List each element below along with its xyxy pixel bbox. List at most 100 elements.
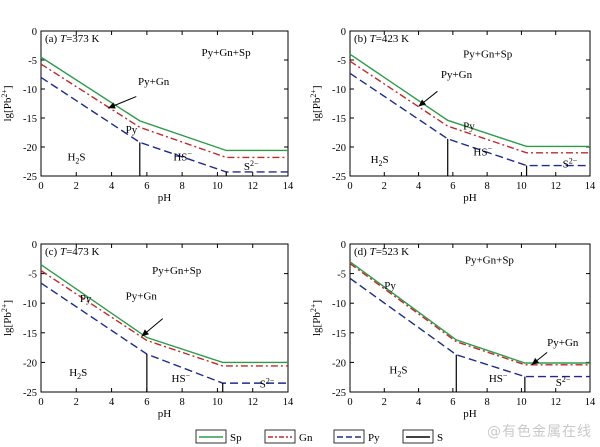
region-label-py: Py bbox=[384, 280, 396, 292]
watermark-text: @有色金属在线 bbox=[487, 424, 592, 440]
series-line-py bbox=[40, 282, 288, 384]
y-tick-label: -25 bbox=[23, 388, 37, 399]
y-tick-label: -25 bbox=[23, 172, 37, 183]
x-tick-label: 10 bbox=[212, 397, 223, 408]
x-tick-label: 6 bbox=[144, 397, 149, 408]
y-tick-label: -25 bbox=[332, 388, 346, 399]
x-tick-label: 8 bbox=[485, 181, 490, 192]
x-tick-label: 10 bbox=[212, 181, 223, 192]
legend-label: Py bbox=[368, 432, 380, 444]
plot-frame bbox=[40, 30, 289, 177]
series-line-gn bbox=[349, 262, 590, 366]
region-label-hs: HS− bbox=[473, 145, 492, 159]
series-line-py bbox=[349, 72, 590, 167]
y-tick-label: 0 bbox=[341, 240, 346, 251]
region-label-s2: S2− bbox=[563, 156, 578, 170]
annotation-arrowhead bbox=[141, 329, 149, 337]
x-tick-label: 8 bbox=[180, 397, 185, 408]
region-label-h2s: H2S bbox=[389, 365, 407, 379]
x-tick-label: 6 bbox=[144, 181, 149, 192]
legend-swatch-box bbox=[402, 429, 434, 444]
legend-item-py: Py bbox=[333, 429, 380, 444]
region-label-py: Py bbox=[126, 124, 138, 136]
y-tick-label: -15 bbox=[332, 329, 346, 340]
x-axis-label: pH bbox=[463, 408, 477, 420]
series-line-py bbox=[40, 76, 288, 173]
region-label-py-gn-sp: Py+Gn+Sp bbox=[202, 47, 252, 59]
y-tick-label: -20 bbox=[332, 358, 346, 369]
x-tick-label: 2 bbox=[382, 397, 387, 408]
x-tick-label: 8 bbox=[180, 181, 185, 192]
region-label-py-gn-sp: Py+Gn+Sp bbox=[465, 255, 515, 267]
region-label-py-gn-sp: Py+Gn+Sp bbox=[152, 265, 202, 277]
y-tick-label: -15 bbox=[23, 329, 37, 340]
y-axis-label: lg[Pb2+] bbox=[309, 85, 323, 121]
x-tick-label: 12 bbox=[247, 397, 258, 408]
panel-title: (a) T=373 K bbox=[45, 33, 100, 45]
region-label-py: Py bbox=[80, 293, 92, 305]
chart-panel-b: 0 2 4 6 8 10 12 14 0 -5 -10 -15 -20 -25 pH lg[Pb2+] (b) … bbox=[309, 27, 596, 204]
region-label-py-gn: Py+Gn bbox=[138, 76, 170, 88]
region-label-hs: HS− bbox=[489, 371, 508, 385]
region-label-s2: S2− bbox=[556, 375, 571, 389]
panel-title: (b) T=423 K bbox=[354, 33, 409, 45]
region-label-h2s: H2S bbox=[67, 151, 85, 165]
y-tick-label: -5 bbox=[337, 56, 346, 67]
chart-panel-a: 0 2 4 6 8 10 12 14 0 -5 -10 -15 -20 -25 pH lg[Pb2+] (a) … bbox=[0, 27, 294, 204]
annotation-arrowhead bbox=[531, 357, 540, 365]
x-tick-label: 2 bbox=[74, 397, 79, 408]
plot-frame bbox=[349, 243, 591, 393]
y-tick-label: 0 bbox=[32, 240, 37, 251]
x-tick-label: 4 bbox=[109, 397, 115, 408]
x-tick-label: 2 bbox=[382, 181, 387, 192]
x-tick-label: 6 bbox=[450, 181, 455, 192]
plot-frame bbox=[349, 30, 591, 177]
x-tick-label: 0 bbox=[347, 181, 352, 192]
x-tick-label: 10 bbox=[516, 397, 527, 408]
series-line-sp bbox=[349, 261, 590, 364]
region-label-py-gn: Py+Gn bbox=[547, 337, 579, 349]
y-tick-label: -15 bbox=[332, 114, 346, 125]
y-tick-label: -10 bbox=[332, 85, 346, 96]
y-tick-label: -15 bbox=[23, 114, 37, 125]
y-tick-label: -20 bbox=[23, 358, 37, 369]
legend-label: Gn bbox=[299, 432, 313, 444]
x-tick-label: 14 bbox=[283, 397, 294, 408]
series-line-sp bbox=[349, 53, 590, 148]
chart-panel-c: 0 2 4 6 8 10 12 14 0 -5 -10 -15 -20 -25 pH lg[Pb2+] (c) … bbox=[0, 240, 294, 420]
y-tick-label: -5 bbox=[337, 270, 346, 281]
x-tick-label: 0 bbox=[38, 397, 43, 408]
x-tick-label: 4 bbox=[416, 397, 422, 408]
x-axis-label: pH bbox=[158, 192, 172, 204]
legend: Sp Gn Py S bbox=[195, 429, 443, 444]
y-axis-label: lg[Pb2+] bbox=[0, 85, 14, 121]
y-tick-label: 0 bbox=[341, 27, 346, 38]
series-line-gn bbox=[40, 270, 288, 367]
legend-label: S bbox=[437, 432, 443, 444]
region-label-s2: S2− bbox=[244, 159, 259, 173]
region-label-h2s: H2S bbox=[371, 154, 389, 168]
legend-label: Sp bbox=[230, 432, 242, 444]
x-tick-label: 8 bbox=[485, 397, 490, 408]
legend-item-sp: Sp bbox=[195, 429, 242, 444]
legend-item-s: S bbox=[402, 429, 443, 444]
legend-swatch-box bbox=[195, 429, 227, 444]
x-tick-label: 0 bbox=[38, 181, 43, 192]
x-tick-label: 14 bbox=[585, 397, 596, 408]
y-tick-label: -20 bbox=[332, 143, 346, 154]
chart-panel-d: 0 2 4 6 8 10 12 14 0 -5 -10 -15 -20 -25 pH lg[Pb2+] (d) … bbox=[309, 240, 596, 420]
region-label-py-gn: Py+Gn bbox=[126, 291, 158, 303]
y-tick-label: -20 bbox=[23, 143, 37, 154]
x-tick-label: 10 bbox=[516, 181, 527, 192]
plot-frame bbox=[40, 243, 289, 393]
panel-title: (c) T=473 K bbox=[45, 246, 100, 258]
annotation-arrowhead bbox=[108, 102, 116, 109]
legend-swatch-box bbox=[333, 429, 365, 444]
y-tick-label: -10 bbox=[23, 85, 37, 96]
y-tick-label: -5 bbox=[28, 270, 37, 281]
x-tick-label: 14 bbox=[585, 181, 596, 192]
x-tick-label: 0 bbox=[347, 397, 352, 408]
region-label-s2: S2− bbox=[260, 376, 275, 390]
region-label-h2s: H2S bbox=[69, 367, 87, 381]
